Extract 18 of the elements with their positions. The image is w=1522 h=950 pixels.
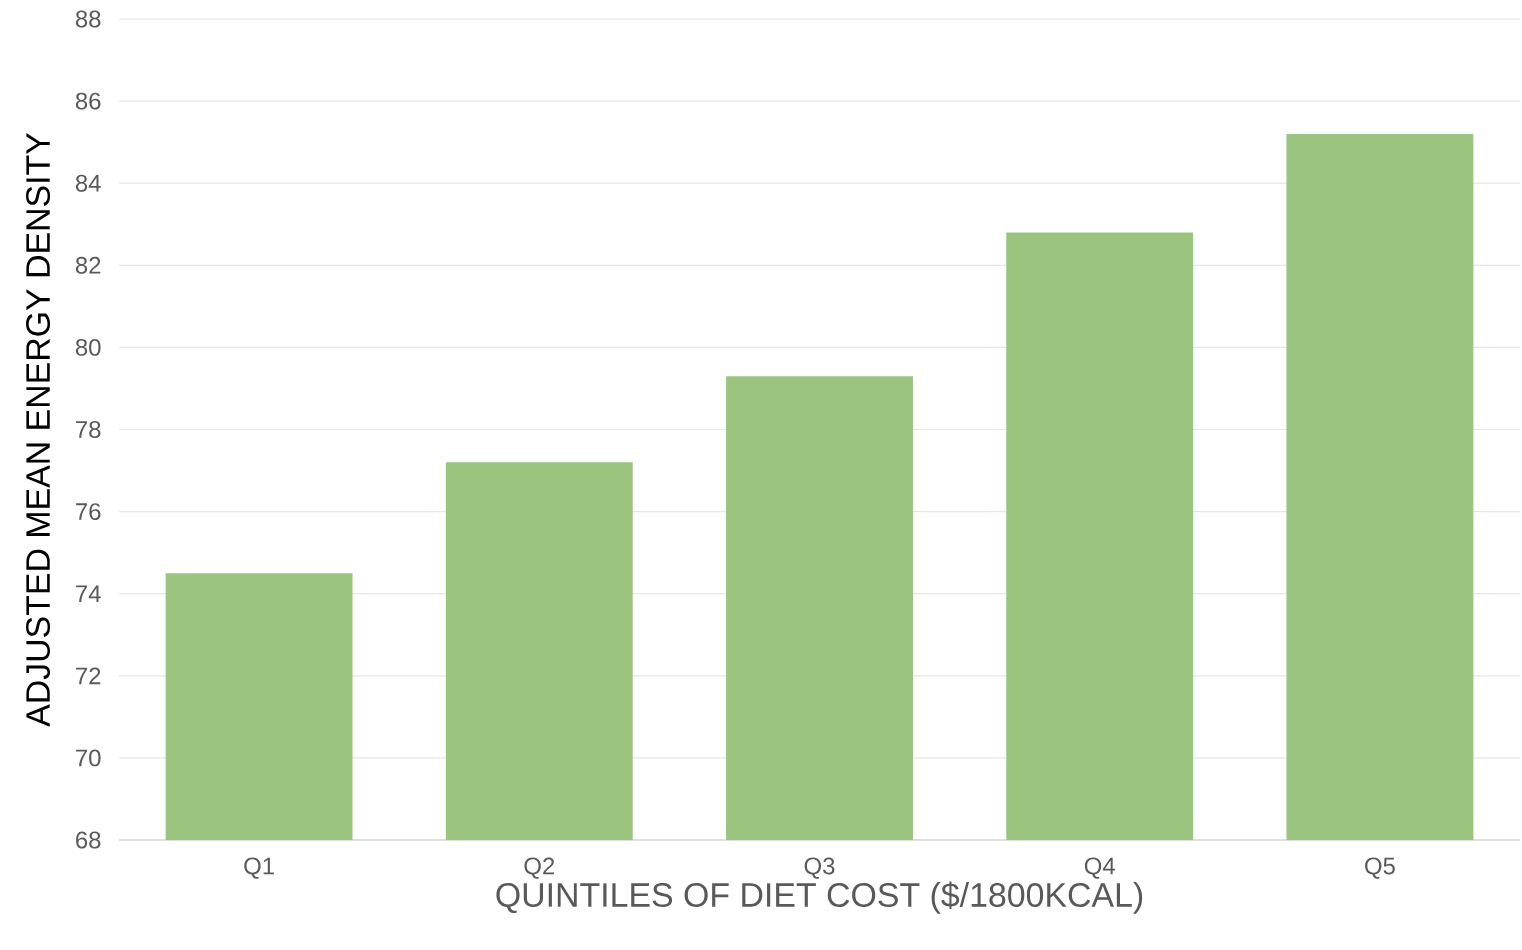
x-axis-title: QUINTILES OF DIET COST ($/1800KCAL) <box>496 881 1143 914</box>
y-tick-label: 82 <box>75 256 101 274</box>
y-tick-label: 84 <box>75 174 101 192</box>
x-tick-label: Q3 <box>804 857 835 879</box>
y-tick-label: 88 <box>75 10 101 28</box>
y-tick-label: 70 <box>76 749 101 767</box>
y-tick-label: 72 <box>76 667 101 685</box>
y-tick-label: 78 <box>76 421 101 438</box>
y-tick-label: 80 <box>75 338 101 356</box>
y-tick-label: 76 <box>76 503 101 521</box>
y-axis-title: ADJUSTED MEAN ENERGY DENSITY <box>26 132 51 727</box>
x-tick-label: Q2 <box>524 857 555 879</box>
y-tick-label: 86 <box>75 92 101 110</box>
y-tick-label: 68 <box>76 831 101 849</box>
x-tick-label: Q4 <box>1084 857 1115 879</box>
x-tick-label: Q1 <box>244 857 274 879</box>
y-tick-label: 74 <box>76 585 101 602</box>
x-tick-label: Q5 <box>1365 857 1395 879</box>
